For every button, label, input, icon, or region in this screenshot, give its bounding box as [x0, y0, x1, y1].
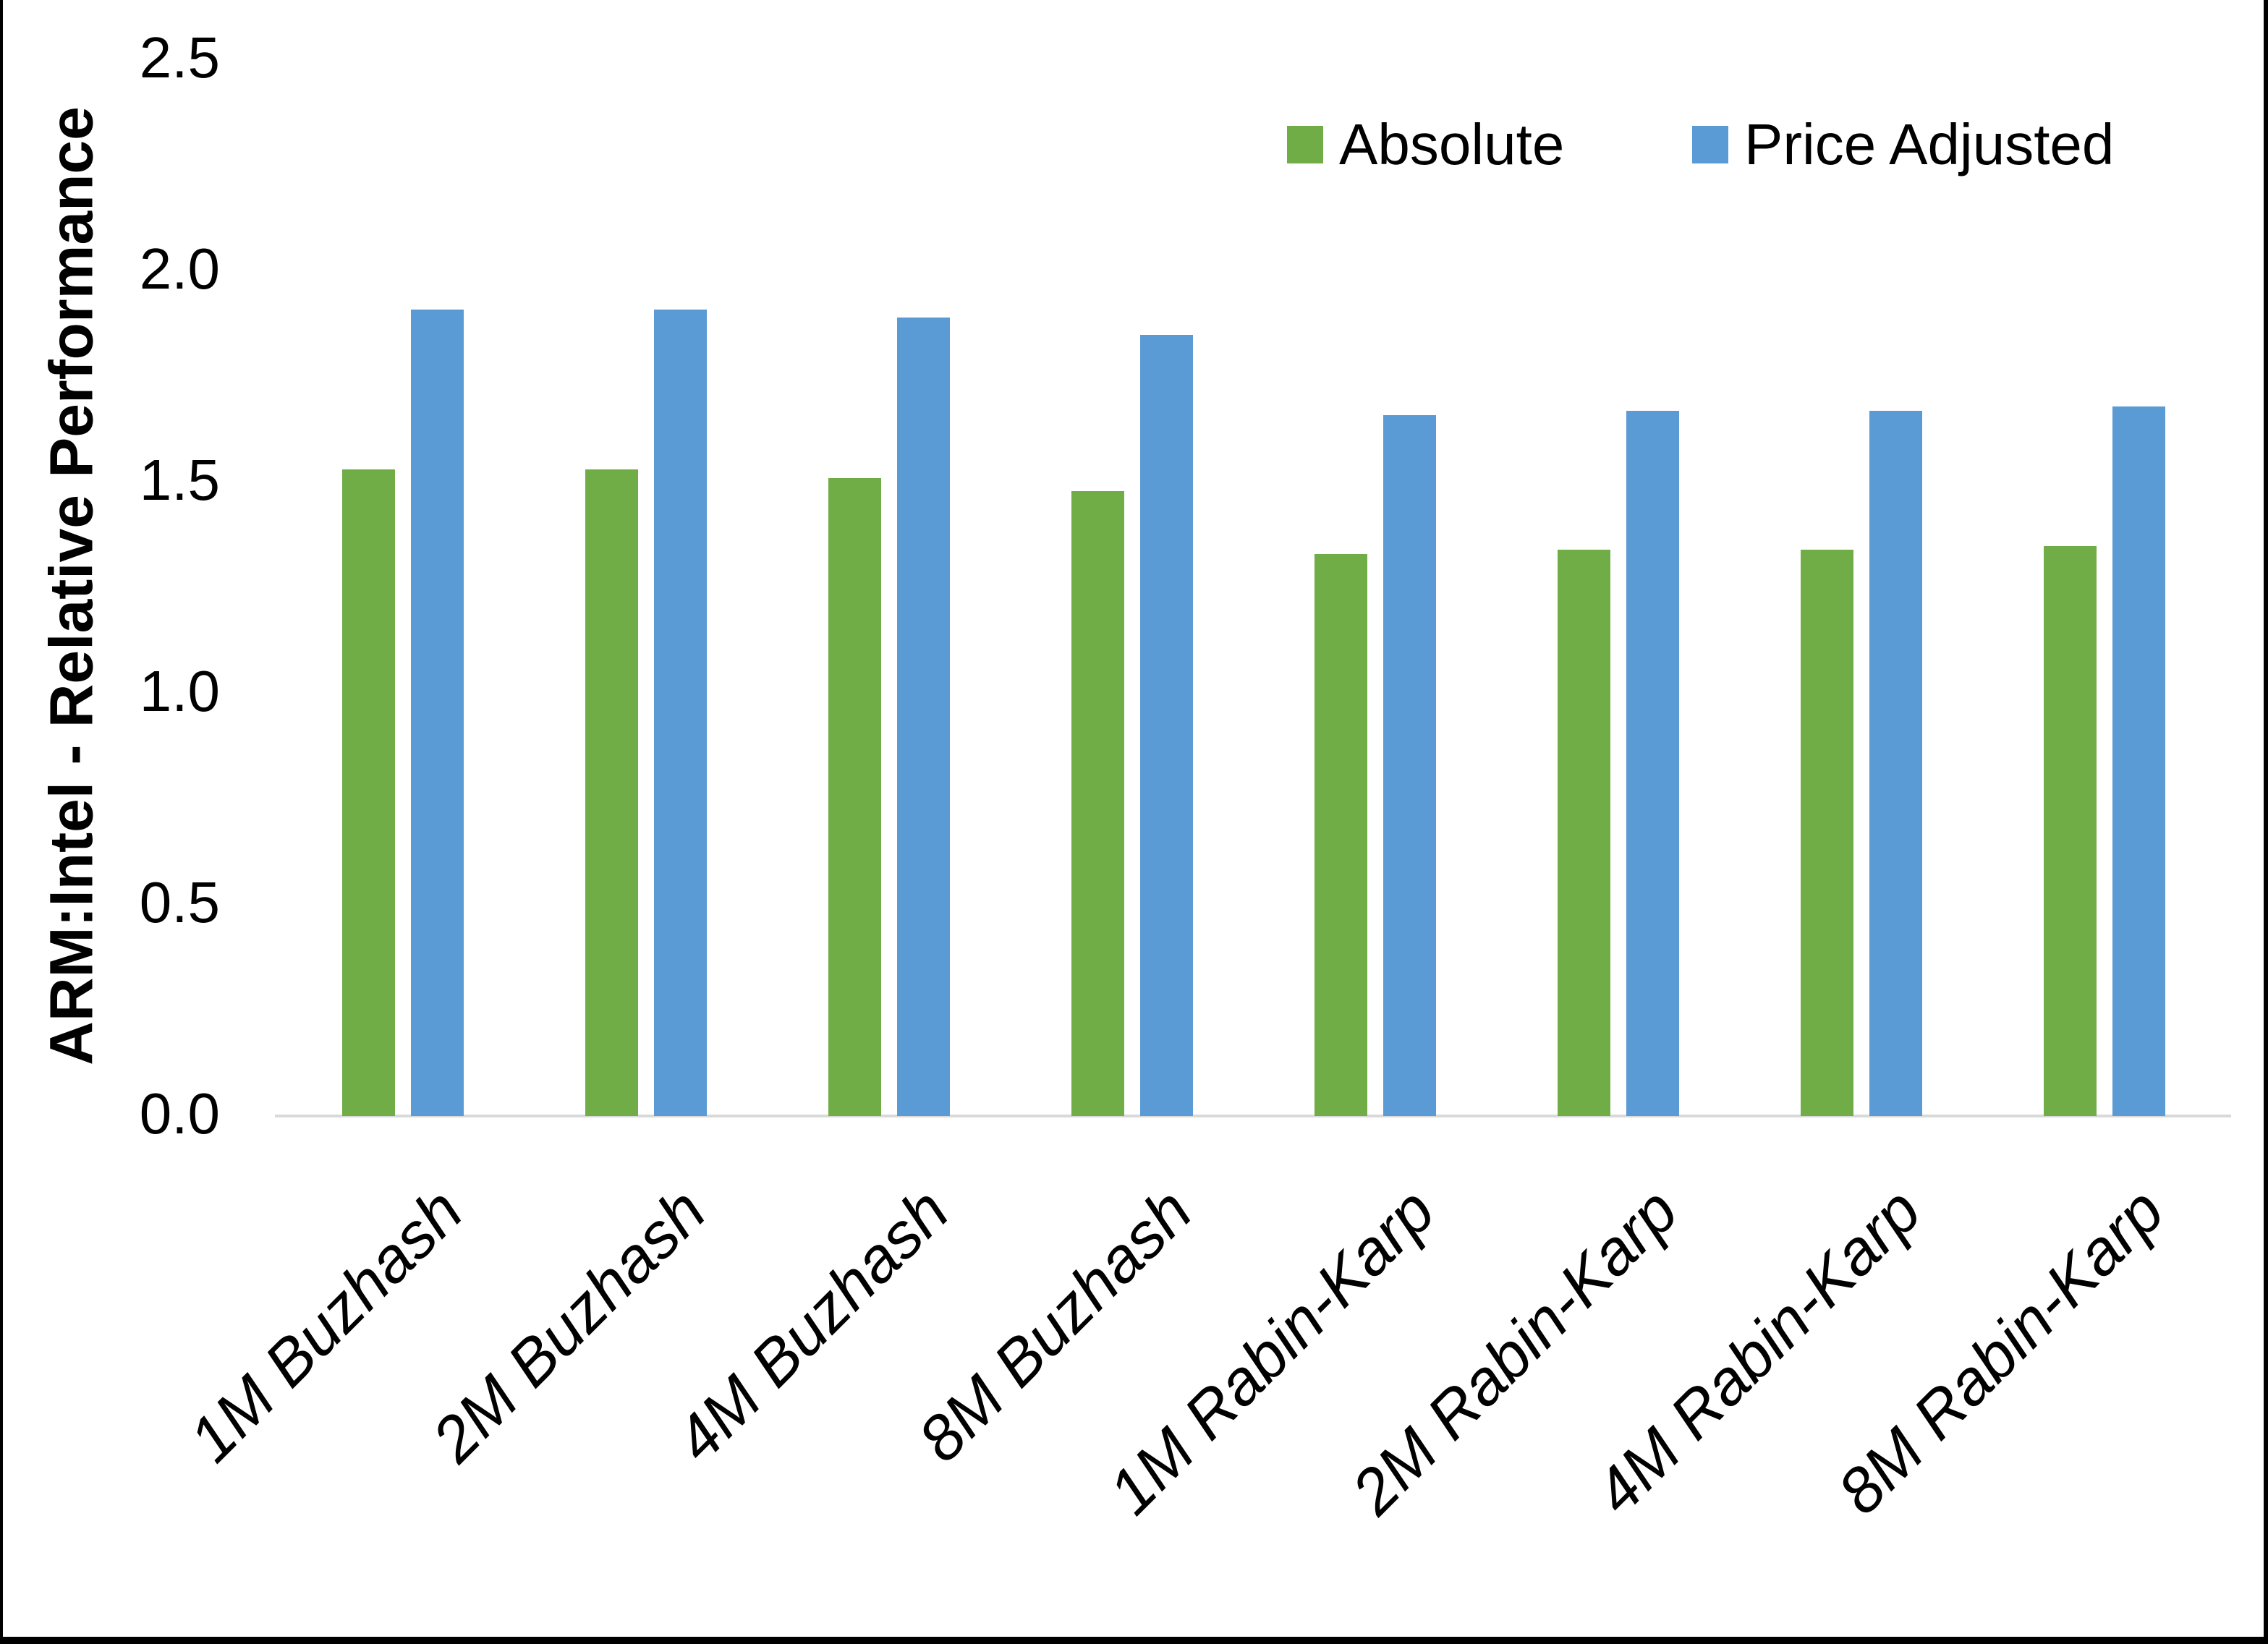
- x-axis-line: [275, 1115, 2231, 1117]
- legend-label-price-adjusted: Price Adjusted: [1744, 112, 2115, 176]
- y-tick-label-1.5: 1.5: [139, 447, 220, 512]
- legend-item-absolute: Absolute: [1287, 112, 1564, 177]
- bar-absolute-8m-rabin-karp: [2044, 546, 2097, 1116]
- bar-price-adjusted-4m-buzhash: [897, 318, 950, 1116]
- bar-price-adjusted-1m-buzhash: [411, 310, 464, 1116]
- bar-absolute-1m-rabin-karp: [1314, 554, 1367, 1116]
- bar-absolute-4m-rabin-karp: [1801, 550, 1853, 1116]
- bar-price-adjusted-2m-buzhash: [654, 310, 707, 1116]
- legend-swatch-price-adjusted-icon: [1692, 126, 1728, 163]
- y-tick-label-0.0: 0.0: [139, 1081, 220, 1146]
- bar-price-adjusted-2m-rabin-karp: [1626, 411, 1679, 1116]
- y-tick-label-2.0: 2.0: [139, 236, 220, 301]
- bar-price-adjusted-8m-rabin-karp: [2112, 406, 2165, 1116]
- bar-absolute-8m-buzhash: [1071, 491, 1124, 1116]
- legend-swatch-absolute-icon: [1287, 126, 1323, 163]
- bar-absolute-1m-buzhash: [342, 469, 395, 1116]
- legend-label-absolute: Absolute: [1339, 112, 1565, 176]
- y-tick-label-2.5: 2.5: [139, 25, 220, 90]
- y-tick-label-1.0: 1.0: [139, 658, 220, 723]
- bar-absolute-4m-buzhash: [828, 478, 881, 1116]
- y-tick-label-0.5: 0.5: [139, 869, 220, 934]
- bar-price-adjusted-8m-buzhash: [1140, 335, 1193, 1116]
- bar-price-adjusted-1m-rabin-karp: [1383, 415, 1436, 1116]
- legend-item-price-adjusted: Price Adjusted: [1692, 112, 2114, 177]
- bar-price-adjusted-4m-rabin-karp: [1869, 411, 1922, 1116]
- bar-absolute-2m-buzhash: [585, 469, 638, 1116]
- bar-absolute-2m-rabin-karp: [1558, 550, 1610, 1116]
